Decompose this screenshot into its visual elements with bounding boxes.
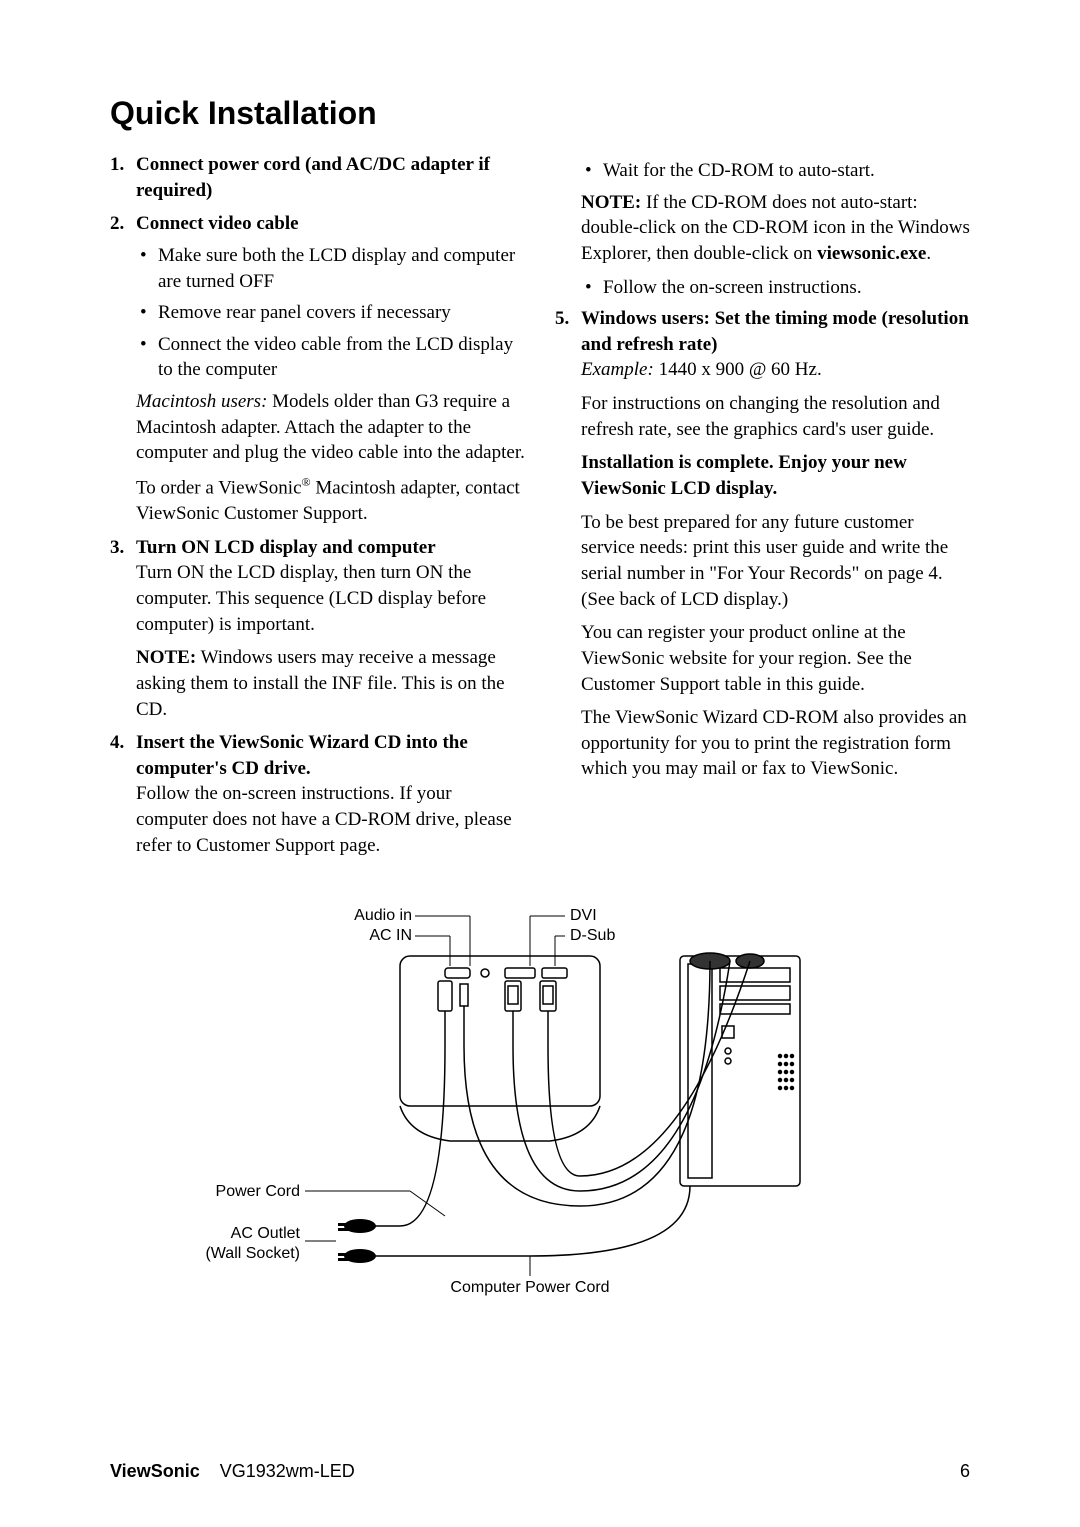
- complete-msg: Installation is complete. Enjoy your new…: [555, 450, 970, 501]
- step-head: Insert the ViewSonic Wizard CD into the …: [136, 730, 525, 781]
- bullet-icon: •: [136, 332, 158, 383]
- footer-left: ViewSonic VG1932wm-LED: [110, 1461, 355, 1482]
- paragraph: Example: 1440 x 900 @ 60 Hz.: [555, 357, 970, 383]
- bullet-icon: •: [136, 300, 158, 326]
- step-4: 4. Insert the ViewSonic Wizard CD into t…: [110, 730, 525, 858]
- bullet-text: Make sure both the LCD display and compu…: [158, 243, 525, 294]
- paragraph: Follow the on-screen instructions. If yo…: [110, 781, 525, 858]
- step-5: 5. Windows users: Set the timing mode (r…: [555, 306, 970, 782]
- paragraph: NOTE: Windows users may receive a messag…: [110, 645, 525, 722]
- label-dsub: D-Sub: [570, 926, 615, 945]
- list-item: •Connect the video cable from the LCD di…: [136, 332, 525, 383]
- label-ac-outlet-line1: AC Outlet: [231, 1225, 300, 1242]
- right-column: •Wait for the CD-ROM to auto-start. NOTE…: [555, 152, 970, 866]
- step-3: 3. Turn ON LCD display and computer Turn…: [110, 535, 525, 722]
- step-head: Connect power cord (and AC/DC adapter if…: [136, 152, 525, 203]
- label-power-cord: Power Cord: [205, 1182, 300, 1201]
- label-computer-power: Computer Power Cord: [440, 1278, 620, 1297]
- bullet-icon: •: [581, 158, 603, 184]
- step-head: Connect video cable: [136, 211, 525, 237]
- label-audio-in: Audio in: [347, 906, 412, 925]
- connection-diagram: Audio in AC IN DVI D-Sub Power Cord AC O…: [110, 896, 970, 1316]
- list-item: •Follow the on-screen instructions.: [581, 275, 970, 301]
- example-text: 1440 x 900 @ 60 Hz.: [654, 359, 822, 380]
- label-ac-outlet: AC Outlet (Wall Socket): [195, 1224, 300, 1262]
- paragraph: To be best prepared for any future custo…: [555, 510, 970, 613]
- bullet-text: Connect the video cable from the LCD dis…: [158, 332, 525, 383]
- note-label: NOTE:: [581, 192, 641, 213]
- registered-icon: ®: [302, 475, 311, 489]
- content-columns: 1. Connect power cord (and AC/DC adapter…: [110, 152, 970, 866]
- label-ac-in: AC IN: [347, 926, 412, 945]
- step-num: 1.: [110, 152, 136, 203]
- paragraph: To order a ViewSonic® Macintosh adapter,…: [110, 474, 525, 527]
- step-num: 4.: [110, 730, 136, 781]
- example-label: Example:: [581, 359, 654, 380]
- paragraph: NOTE: If the CD-ROM does not auto-start:…: [555, 190, 970, 267]
- footer-page: 6: [960, 1461, 970, 1482]
- left-column: 1. Connect power cord (and AC/DC adapter…: [110, 152, 525, 866]
- step-1: 1. Connect power cord (and AC/DC adapter…: [110, 152, 525, 203]
- bullet-text: Remove rear panel covers if necessary: [158, 300, 451, 326]
- note-text-end: .: [926, 243, 931, 264]
- step-head: Turn ON LCD display and computer: [136, 535, 525, 561]
- label-dvi: DVI: [570, 906, 597, 925]
- label-ac-outlet-line2: (Wall Socket): [205, 1245, 300, 1262]
- paragraph: Turn ON the LCD display, then turn ON th…: [110, 560, 525, 637]
- paragraph: You can register your product online at …: [555, 620, 970, 697]
- list-item: •Wait for the CD-ROM to auto-start.: [581, 158, 970, 184]
- order-pre: To order a ViewSonic: [136, 477, 302, 498]
- list-item: •Remove rear panel covers if necessary: [136, 300, 525, 326]
- page-footer: ViewSonic VG1932wm-LED 6: [110, 1461, 970, 1482]
- note-label: NOTE:: [136, 647, 196, 668]
- step-num: 5.: [555, 306, 581, 357]
- bullet-icon: •: [581, 275, 603, 301]
- page-title: Quick Installation: [110, 95, 970, 132]
- footer-brand: ViewSonic: [110, 1461, 200, 1481]
- bullet-text: Wait for the CD-ROM to auto-start.: [603, 158, 875, 184]
- bullet-icon: •: [136, 243, 158, 294]
- paragraph: For instructions on changing the resolut…: [555, 391, 970, 442]
- list-item: •Make sure both the LCD display and comp…: [136, 243, 525, 294]
- step-2: 2. Connect video cable •Make sure both t…: [110, 211, 525, 526]
- step-num: 3.: [110, 535, 136, 561]
- paragraph: Macintosh users: Models older than G3 re…: [110, 389, 525, 466]
- step-num: 2.: [110, 211, 136, 237]
- bullet-text: Follow the on-screen instructions.: [603, 275, 862, 301]
- mac-label: Macintosh users:: [136, 391, 267, 412]
- note-exe: viewsonic.exe: [817, 243, 926, 264]
- step-head: Windows users: Set the timing mode (reso…: [581, 306, 970, 357]
- footer-model: VG1932wm-LED: [220, 1461, 355, 1481]
- paragraph: The ViewSonic Wizard CD-ROM also provide…: [555, 705, 970, 782]
